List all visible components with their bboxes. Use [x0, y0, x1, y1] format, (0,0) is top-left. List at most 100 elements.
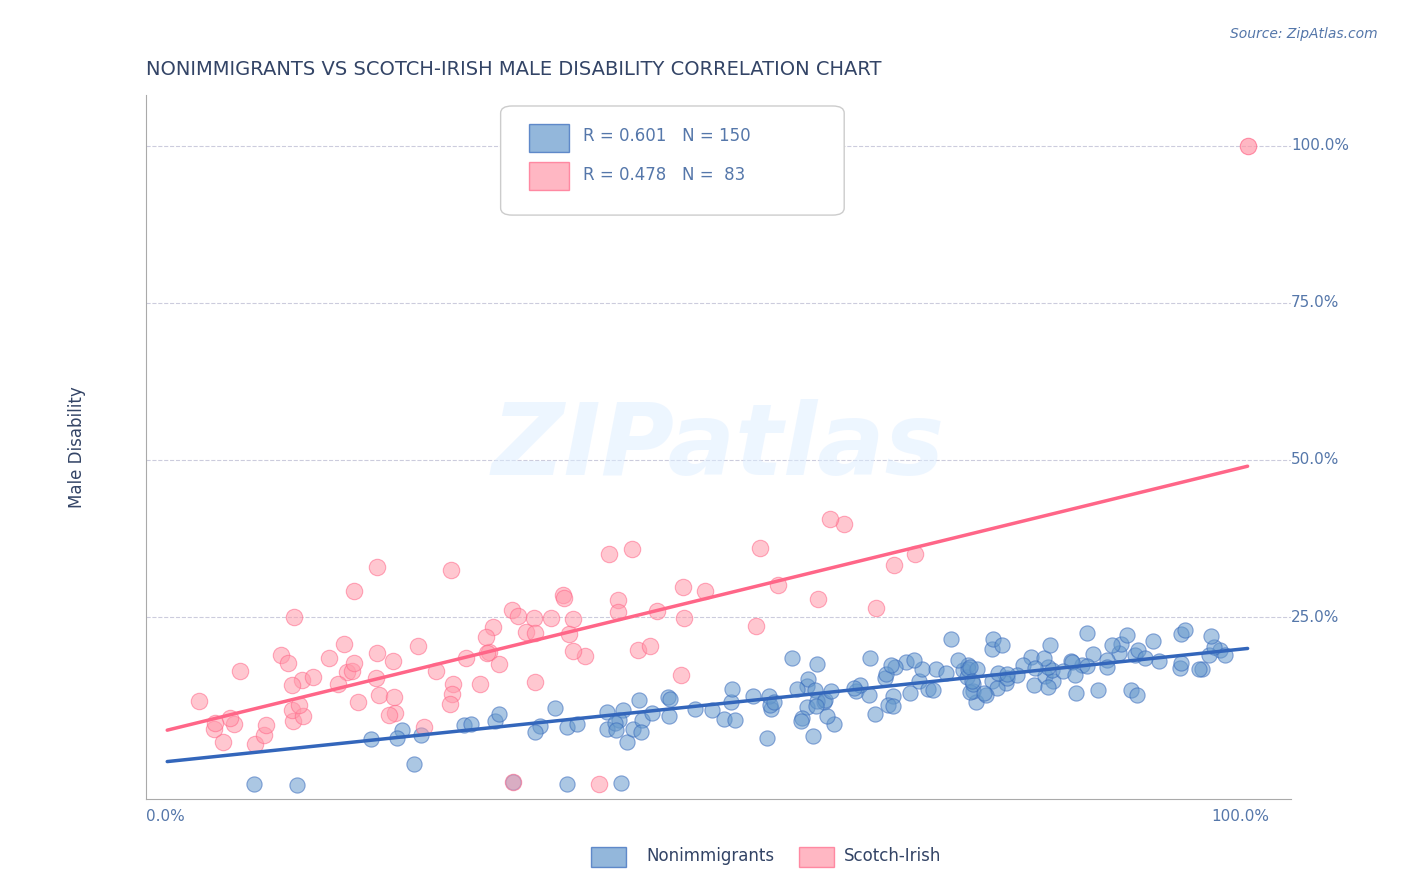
Point — [342, 584, 364, 599]
Point — [832, 516, 855, 531]
Point — [523, 625, 546, 640]
Point — [849, 678, 872, 692]
Point — [502, 775, 524, 789]
Point — [941, 632, 963, 646]
Point — [1209, 642, 1232, 657]
Point — [1142, 633, 1164, 648]
Text: 100.0%: 100.0% — [1211, 809, 1270, 823]
Point — [1213, 648, 1236, 662]
Point — [411, 728, 433, 742]
Point — [762, 695, 785, 709]
Point — [1024, 660, 1046, 674]
Point — [672, 580, 695, 594]
Point — [366, 560, 388, 574]
Point — [1101, 639, 1123, 653]
Point — [917, 681, 939, 696]
Point — [1095, 660, 1118, 674]
Point — [301, 669, 323, 683]
Point — [815, 709, 838, 723]
Point — [382, 690, 405, 704]
Point — [748, 541, 770, 555]
Point — [368, 688, 391, 702]
Point — [1170, 656, 1192, 670]
Point — [966, 662, 988, 676]
Point — [1022, 678, 1045, 692]
Point — [425, 664, 447, 678]
Point — [713, 712, 735, 726]
Point — [202, 722, 225, 736]
Point — [820, 684, 842, 698]
Point — [673, 611, 696, 625]
Point — [995, 675, 1018, 690]
Point — [562, 612, 585, 626]
Point — [366, 646, 388, 660]
Point — [1033, 669, 1056, 683]
Point — [948, 653, 970, 667]
Point — [880, 657, 903, 672]
FancyBboxPatch shape — [529, 162, 569, 191]
Point — [470, 677, 492, 691]
Point — [384, 706, 406, 721]
Point — [488, 706, 510, 721]
Point — [813, 695, 835, 709]
Text: 100.0%: 100.0% — [1291, 138, 1348, 153]
Point — [515, 625, 537, 640]
Point — [1125, 688, 1147, 702]
Point — [987, 666, 1010, 681]
Point — [959, 685, 981, 699]
Point — [742, 689, 765, 703]
Point — [1064, 668, 1087, 682]
Point — [980, 674, 1002, 689]
Point — [596, 722, 619, 736]
Point — [1123, 648, 1146, 662]
Point — [956, 662, 979, 676]
Point — [340, 664, 363, 678]
Point — [959, 659, 981, 673]
Point — [475, 646, 498, 660]
Point — [647, 604, 669, 618]
Point — [842, 681, 865, 695]
Point — [595, 705, 617, 719]
Point — [1060, 654, 1083, 668]
Point — [1036, 660, 1059, 674]
Point — [858, 688, 880, 702]
Point — [700, 703, 723, 717]
Point — [404, 756, 426, 771]
Point — [962, 683, 984, 698]
Point — [865, 601, 887, 615]
Point — [995, 671, 1018, 685]
Point — [796, 672, 818, 686]
Point — [336, 665, 359, 679]
Point — [523, 725, 546, 739]
Point — [1076, 625, 1098, 640]
Point — [904, 547, 927, 561]
Point — [986, 681, 1008, 695]
Point — [956, 670, 979, 684]
Point — [441, 677, 464, 691]
Point — [790, 711, 813, 725]
Point — [242, 776, 264, 790]
Point — [803, 729, 825, 743]
Point — [440, 563, 463, 577]
FancyBboxPatch shape — [501, 106, 844, 215]
Point — [277, 656, 299, 670]
Point — [755, 731, 778, 745]
Point — [935, 665, 957, 680]
Point — [488, 657, 510, 672]
Point — [997, 667, 1019, 681]
Point — [882, 698, 904, 713]
Point — [875, 667, 897, 681]
Point — [818, 511, 841, 525]
Point — [1097, 652, 1119, 666]
Point — [347, 695, 370, 709]
Point — [806, 699, 828, 714]
Point — [218, 711, 240, 725]
Point — [391, 723, 413, 737]
Point — [292, 708, 315, 723]
Point — [627, 643, 650, 657]
Point — [283, 610, 305, 624]
Point — [382, 654, 405, 668]
Point — [523, 611, 546, 625]
Text: Nonimmigrants: Nonimmigrants — [647, 847, 775, 865]
Point — [253, 728, 276, 742]
